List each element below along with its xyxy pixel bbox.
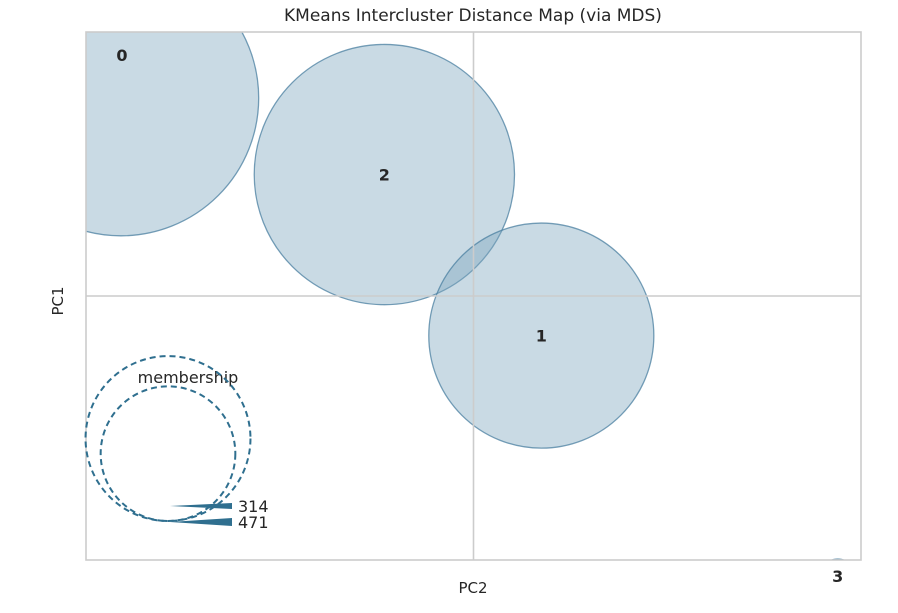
legend-pointer-471 <box>170 518 232 526</box>
cluster-label-2: 2 <box>379 166 390 185</box>
legend-title: membership <box>138 368 239 387</box>
x-axis-label: PC2 <box>458 579 487 597</box>
cluster-label-3: 3 <box>832 567 843 586</box>
cluster-circle-0 <box>86 32 260 237</box>
legend-value-471: 471 <box>238 513 269 532</box>
legend-circle-314 <box>99 385 237 522</box>
legend-pointer-314 <box>170 503 232 509</box>
cluster-label-0: 0 <box>116 46 127 65</box>
cluster-circle-1 <box>428 222 655 449</box>
legend-circle-471 <box>84 355 252 522</box>
plot-frame <box>85 31 862 561</box>
cluster-circle-2 <box>253 43 516 306</box>
cluster-label-layer: 0 2 1 3 <box>116 46 843 586</box>
cluster-layer <box>86 32 846 560</box>
cluster-label-1: 1 <box>536 327 547 346</box>
y-axis-label: PC1 <box>49 286 67 315</box>
legend-value-314: 314 <box>238 497 269 516</box>
chart-title: KMeans Intercluster Distance Map (via MD… <box>284 6 662 26</box>
crosshair-lines <box>86 32 861 560</box>
